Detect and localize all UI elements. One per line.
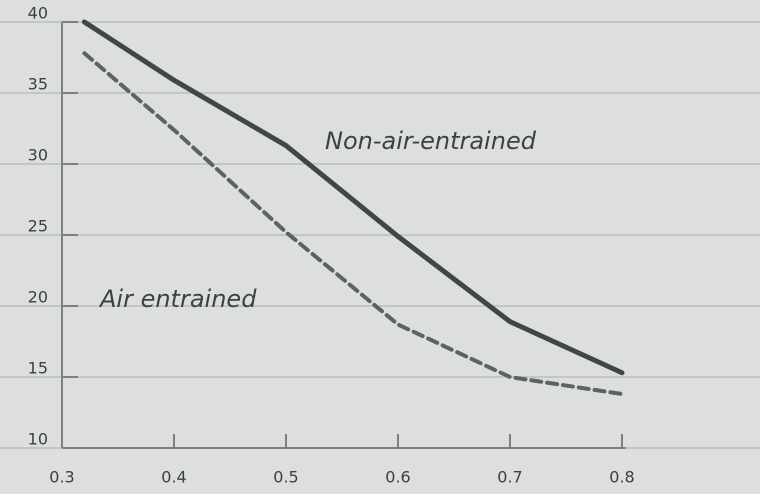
series-label: Air entrained: [98, 285, 257, 313]
y-tick-label: 10: [28, 430, 48, 449]
x-tick-label: 0.3: [49, 468, 74, 487]
y-tick-label: 20: [28, 288, 48, 307]
y-tick-label: 35: [28, 75, 48, 94]
y-tick-label: 15: [28, 359, 48, 378]
paper: [0, 0, 760, 494]
y-tick-label: 30: [28, 146, 48, 165]
series-label: Non-air-entrained: [325, 127, 537, 155]
x-tick-label: 0.4: [161, 468, 186, 487]
x-tick-label: 0.5: [273, 468, 298, 487]
y-tick-label: 25: [28, 217, 48, 236]
y-tick-label: 40: [28, 4, 48, 23]
x-tick-label: 0.6: [385, 468, 410, 487]
x-tick-label: 0.8: [609, 468, 634, 487]
chart: 10 15 20 25 30 35 40 0.3 0.4 0.5 0.6 0.7 0.8 Non-air-…: [0, 0, 760, 494]
x-tick-label: 0.7: [497, 468, 522, 487]
